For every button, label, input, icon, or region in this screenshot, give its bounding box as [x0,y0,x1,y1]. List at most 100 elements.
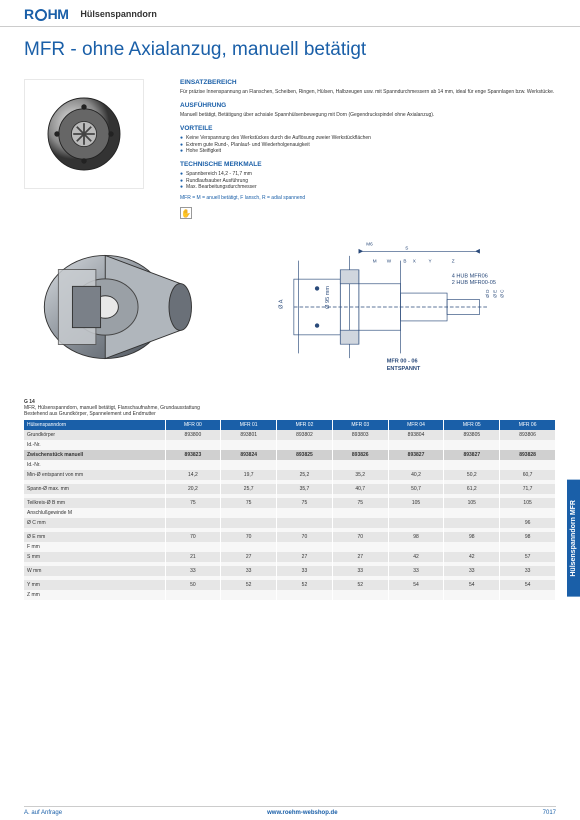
page-title: MFR - ohne Axialanzug, manuell betätigt [0,27,580,65]
svg-text:X: X [413,259,416,264]
table-cell [444,590,500,600]
table-cell: 54 [444,580,500,590]
svg-text:S: S [405,246,408,251]
table-cell [444,542,500,552]
table-cell [332,460,388,470]
page-subtitle [0,65,580,73]
table-cell: 105 [388,498,444,508]
table-cell: 75 [165,498,221,508]
table-cell: 50,2 [444,470,500,480]
table-cell: 893805 [444,430,500,440]
table-cell [165,590,221,600]
table-cell: Spann-Ø max. mm [24,484,165,494]
table-cell: 893828 [500,450,556,460]
table-cell: 27 [277,552,333,562]
table-cell: 75 [277,498,333,508]
table-cell: 105 [500,498,556,508]
table-cell [277,460,333,470]
table-cell: Ø E mm [24,532,165,542]
table-row: Teilkreis-Ø B mm75757575105105105 [24,498,556,508]
hand-icon: ✋ [180,207,192,219]
table-cell [221,460,277,470]
table-cell: 52 [277,580,333,590]
table-cell: 893823 [165,450,221,460]
table-cell: Id.-Nr. [24,460,165,470]
upper-content: EINSATZBEREICH Für präzise Innenspannung… [0,73,580,219]
table-cell: 105 [444,498,500,508]
table-cell: Teilkreis-Ø B mm [24,498,165,508]
table-cell [500,590,556,600]
table-row: Z mm [24,590,556,600]
ausf-heading: AUSFÜHRUNG [180,102,556,110]
table-cell: W mm [24,566,165,576]
table-cell: 33 [165,566,221,576]
ausf-text: Manuell betätigt, Betätigung über achsia… [180,112,556,119]
einsatz-text: Für präzise Innenspannung an Flanschen, … [180,89,556,96]
table-cell [165,460,221,470]
table-cell: 54 [500,580,556,590]
table-section: G 14 MFR, Hülsenspanndorn, manuell betät… [0,395,580,600]
entspannt-1: MFR 00 - 06 [387,359,418,365]
table-cell: 52 [332,580,388,590]
table-cell [388,590,444,600]
table-cell: 893800 [165,430,221,440]
product-image-column [24,73,164,219]
col-header: MFR 03 [332,420,388,430]
svg-text:B: B [403,259,406,264]
table-cell: 70 [332,532,388,542]
table-cell [388,508,444,518]
table-cell [277,440,333,450]
table-cell [332,518,388,528]
table-cell: 893825 [277,450,333,460]
table-cell: 75 [221,498,277,508]
svg-text:Ø A: Ø A [279,300,285,310]
col-header: MFR 04 [388,420,444,430]
cutaway-image [24,227,224,387]
svg-text:M6: M6 [366,242,373,247]
col-header: MFR 05 [444,420,500,430]
col-header: MFR 01 [221,420,277,430]
table-cell [500,508,556,518]
svg-text:Ø 95 mm: Ø 95 mm [325,286,331,309]
vorteile-heading: VORTEILE [180,125,556,133]
table-row: Anschlußgewinde M [24,508,556,518]
table-cell: 71,7 [500,484,556,494]
product-category: Hülsenspanndorn [80,9,157,19]
table-row: Y mm50525252545454 [24,580,556,590]
einsatz-heading: EINSATZBEREICH [180,79,556,87]
table-cell [332,440,388,450]
table-cell [165,518,221,528]
table-cell [444,518,500,528]
abbr-line: MFR = M = anuell betätigt, F lansch, R =… [180,195,556,202]
table-cell: 893806 [500,430,556,440]
svg-text:Y: Y [429,259,432,264]
table-cell: 893827 [444,450,500,460]
table-cell [332,542,388,552]
table-cell: 96 [500,518,556,528]
table-cell [221,518,277,528]
table-cell: 61,2 [444,484,500,494]
table-cell: 19,7 [221,470,277,480]
table-cell: 25,7 [221,484,277,494]
product-photo [24,79,144,189]
table-cell: 14,2 [165,470,221,480]
table-cell: 70 [221,532,277,542]
entspannt-2: ENTSPANNT [387,366,421,372]
svg-text:W: W [387,259,392,264]
hub-label-1: 4 HUB MFR06 [452,274,488,280]
svg-text:M: M [373,259,377,264]
table-cell: 893824 [221,450,277,460]
col-header: MFR 06 [500,420,556,430]
table-cell: 75 [332,498,388,508]
table-row: Id.-Nr. [24,460,556,470]
table-cell [165,508,221,518]
table-cell: 57 [500,552,556,562]
footer-right: 7017 [543,810,556,816]
tech-list: Spannbereich 14,2 - 71,7 mm Rundlaufsaub… [180,171,556,191]
table-row: S mm21272727424257 [24,552,556,562]
table-cell [500,440,556,450]
table-cell: 893803 [332,430,388,440]
table-cell: 98 [388,532,444,542]
table-cell: 50 [165,580,221,590]
table-cell [221,542,277,552]
